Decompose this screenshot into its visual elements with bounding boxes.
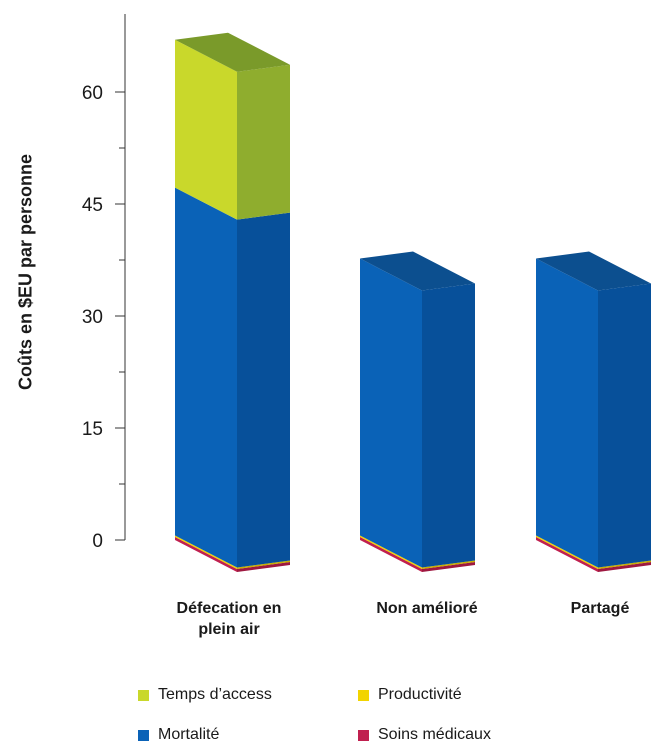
bar-segment-side (598, 562, 651, 572)
legend-label: Productivité (378, 686, 462, 703)
y-tick-label: 15 (82, 419, 103, 440)
legend: Temps d’access Productivité Mortalité So… (0, 686, 659, 746)
bar-segment-front (536, 537, 598, 572)
bar-segment-front (175, 535, 237, 570)
legend-swatch (138, 729, 149, 741)
bar-segment-side (598, 283, 651, 568)
x-category-label-3: Partagé (570, 600, 630, 617)
legend-swatch (358, 689, 369, 701)
bar-segment-side (237, 212, 290, 568)
legend-label: Mortalité (158, 726, 220, 743)
legend-item-temps-access: Temps d’access (138, 686, 272, 704)
legend-item-soins-medicaux: Soins médicaux (358, 726, 491, 744)
legend-label: Soins médicaux (378, 726, 491, 743)
bar-segment-front (175, 39, 237, 220)
bar-segment-front (175, 537, 237, 572)
y-tick-label: 45 (82, 195, 103, 216)
legend-swatch (138, 689, 149, 701)
bar-segment-front (536, 535, 598, 570)
bar-segment-front (360, 258, 422, 568)
x-category-label-2: Non amélioré (376, 600, 478, 617)
bar-segment-side (422, 562, 475, 572)
y-tick-label: 0 (92, 531, 103, 552)
bar-top-face (175, 32, 290, 72)
legend-swatch (358, 729, 369, 741)
bar-segment-side (237, 562, 290, 572)
bar-segment-side (237, 560, 290, 570)
bar-top-face (360, 251, 475, 291)
bar-segment-side (422, 283, 475, 568)
y-tick-label: 30 (82, 307, 103, 328)
legend-item-productivite: Productivité (358, 686, 462, 704)
legend-label: Temps d’access (158, 686, 272, 703)
x-category-label-1: Défecation en plein air (176, 600, 282, 638)
bar-segment-side (237, 64, 290, 220)
stacked-bar-chart: 0 15 30 45 60 (82, 14, 651, 572)
bar-segment-front (360, 535, 422, 570)
bar-segment-front (360, 537, 422, 572)
y-tick-label: 60 (82, 83, 103, 104)
legend-item-mortalite: Mortalité (138, 726, 219, 744)
bar-segment-front (175, 187, 237, 568)
bar-top-face (536, 251, 651, 291)
bar-segment-side (598, 560, 651, 570)
y-axis-label: Coûts en $EU par personne (15, 153, 36, 391)
bar-segment-side (422, 560, 475, 570)
bar-segment-front (536, 258, 598, 568)
